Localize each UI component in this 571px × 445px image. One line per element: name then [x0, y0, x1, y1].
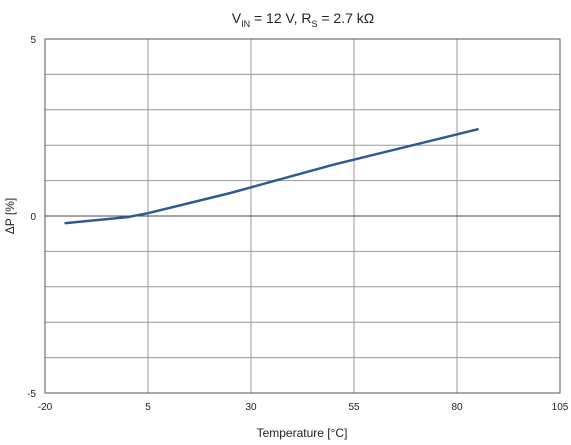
x-tick-label: 30: [245, 402, 257, 413]
x-tick-label: 105: [552, 402, 569, 413]
y-tick-labels: -5 0 5: [27, 35, 36, 400]
grid: [45, 39, 560, 393]
x-tick-labels: -20 5 30 55 80 105: [38, 402, 569, 413]
x-tick-label: 80: [451, 402, 463, 413]
plot-frame: [44, 38, 561, 394]
x-tick-label: 5: [145, 402, 151, 413]
y-axis-label: ΔP [%]: [3, 198, 17, 234]
y-tick-label: 0: [30, 212, 36, 223]
y-tick-label: -5: [27, 389, 36, 400]
series-line: [64, 128, 479, 225]
x-tick-label: -20: [38, 402, 53, 413]
y-tick-label: 5: [30, 35, 36, 46]
chart-title: VIN = 12 V, RS = 2.7 kΩ: [232, 10, 375, 29]
x-tick-label: 55: [348, 402, 360, 413]
x-axis-label: Temperature [°C]: [257, 426, 348, 440]
